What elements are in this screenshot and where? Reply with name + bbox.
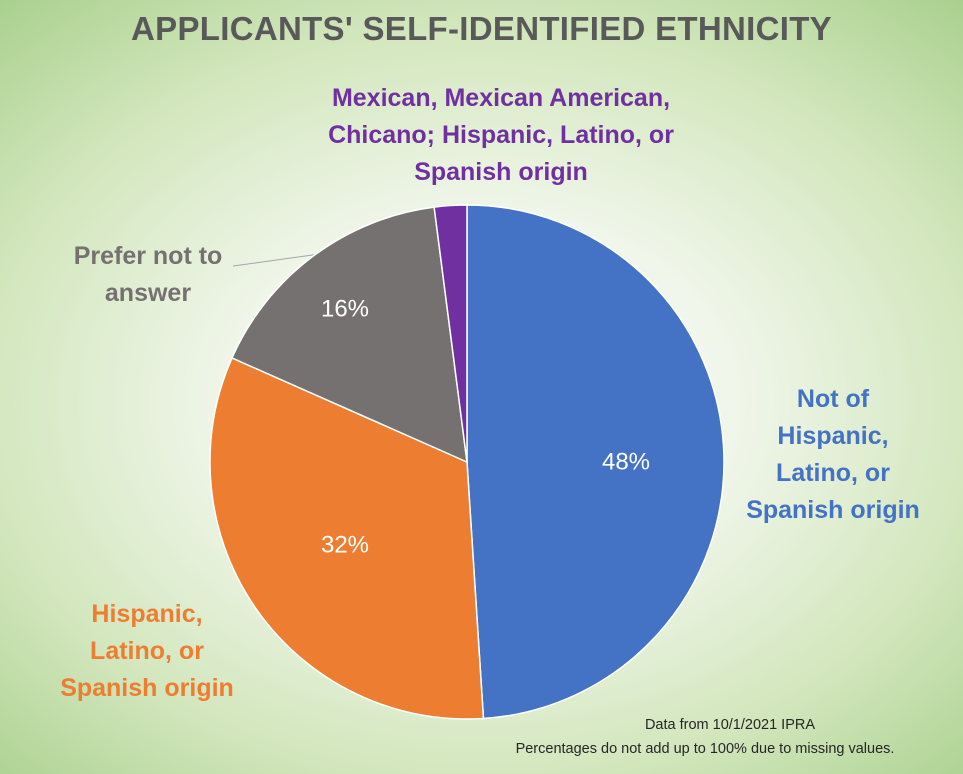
data-label-prefer-not: 16% (321, 295, 369, 322)
note-missing-values: Percentages do not add up to 100% due to… (515, 741, 895, 757)
data-label-hispanic: 32% (321, 531, 369, 558)
slice-mexican (433, 204, 468, 463)
category-label-not-hispanic: Not of Hispanic, Latino, or Spanish orig… (746, 385, 920, 524)
chart-title: APPLICANTS' SELF-IDENTIFIED ETHNICITY (131, 10, 832, 47)
category-label-hispanic: Hispanic, Latino, or Spanish origin (60, 600, 234, 702)
category-label-prefer-not: Prefer not to answer (73, 242, 223, 307)
category-label-mexican: Mexican, Mexican American, Chicano; Hisp… (328, 84, 674, 186)
note-data-source: Data from 10/1/2021 IPRA (644, 717, 816, 733)
data-label-not-hispanic: 48% (602, 448, 650, 475)
slice-prefer-not (231, 206, 468, 464)
slice-not-hispanic (466, 204, 725, 720)
slice-hispanic (209, 356, 485, 720)
